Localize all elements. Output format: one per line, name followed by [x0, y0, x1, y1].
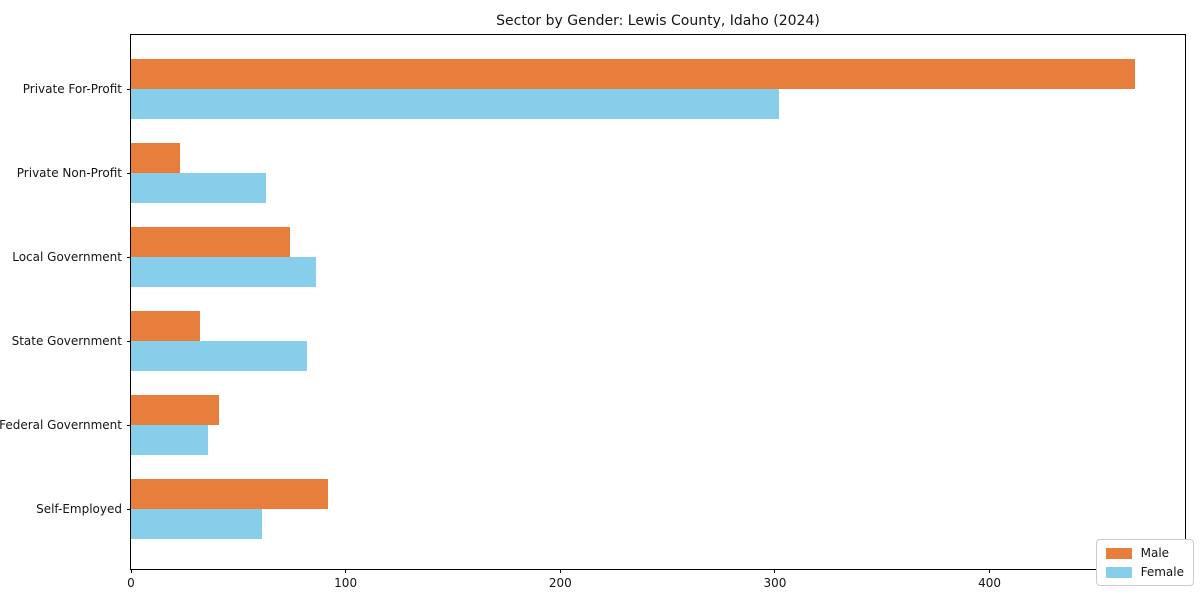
y-tick-state-government [127, 340, 131, 342]
legend-label-female: Female [1140, 565, 1184, 579]
y-label-local-government: Local Government [12, 250, 122, 264]
x-tick-400 [989, 569, 991, 573]
y-label-private-non-profit: Private Non-Profit [16, 166, 122, 180]
y-label-federal-government: Federal Government [0, 418, 122, 432]
chart-title: Sector by Gender: Lewis County, Idaho (2… [496, 13, 820, 29]
bar-female-local-government [131, 257, 316, 287]
x-tick-label-400: 400 [978, 576, 1001, 590]
bar-male-state-government [131, 311, 200, 341]
legend-swatch-female [1105, 566, 1132, 578]
plot-area: Private For-Profit Private Non-Profit Loca… [0, 34, 1186, 590]
bar-male-federal-government [131, 395, 219, 425]
bar-male-private-for-profit [131, 59, 1136, 89]
x-tick-300 [774, 569, 776, 573]
bar-female-self-employed [131, 509, 262, 539]
y-tick-private-for-profit [127, 88, 131, 90]
bar-female-federal-government [131, 425, 209, 455]
x-tick-label-0: 0 [127, 576, 135, 590]
legend-item-female: Female [1105, 565, 1184, 579]
y-label-self-employed: Self-Employed [36, 502, 122, 516]
bar-female-private-non-profit [131, 173, 267, 203]
bar-female-state-government [131, 341, 307, 371]
x-tick-0 [130, 569, 132, 573]
y-label-private-for-profit: Private For-Profit [22, 82, 122, 96]
x-tick-label-300: 300 [763, 576, 787, 590]
bar-male-private-non-profit [131, 143, 181, 173]
legend-label-male: Male [1140, 546, 1170, 560]
bar-female-private-for-profit [131, 89, 780, 119]
legend: Male Female [1095, 539, 1194, 586]
y-tick-private-non-profit [127, 172, 131, 174]
y-tick-self-employed [127, 508, 131, 510]
x-tick-200 [559, 569, 561, 573]
x-tick-label-100: 100 [334, 576, 358, 590]
bar-male-self-employed [131, 479, 329, 509]
x-tick-label-200: 200 [548, 576, 572, 590]
y-tick-local-government [127, 256, 131, 258]
x-tick-100 [345, 569, 347, 573]
legend-swatch-male [1105, 547, 1132, 559]
legend-item-male: Male [1105, 546, 1184, 560]
bar-male-local-government [131, 227, 290, 257]
y-tick-federal-government [127, 424, 131, 426]
y-label-state-government: State Government [11, 334, 122, 348]
